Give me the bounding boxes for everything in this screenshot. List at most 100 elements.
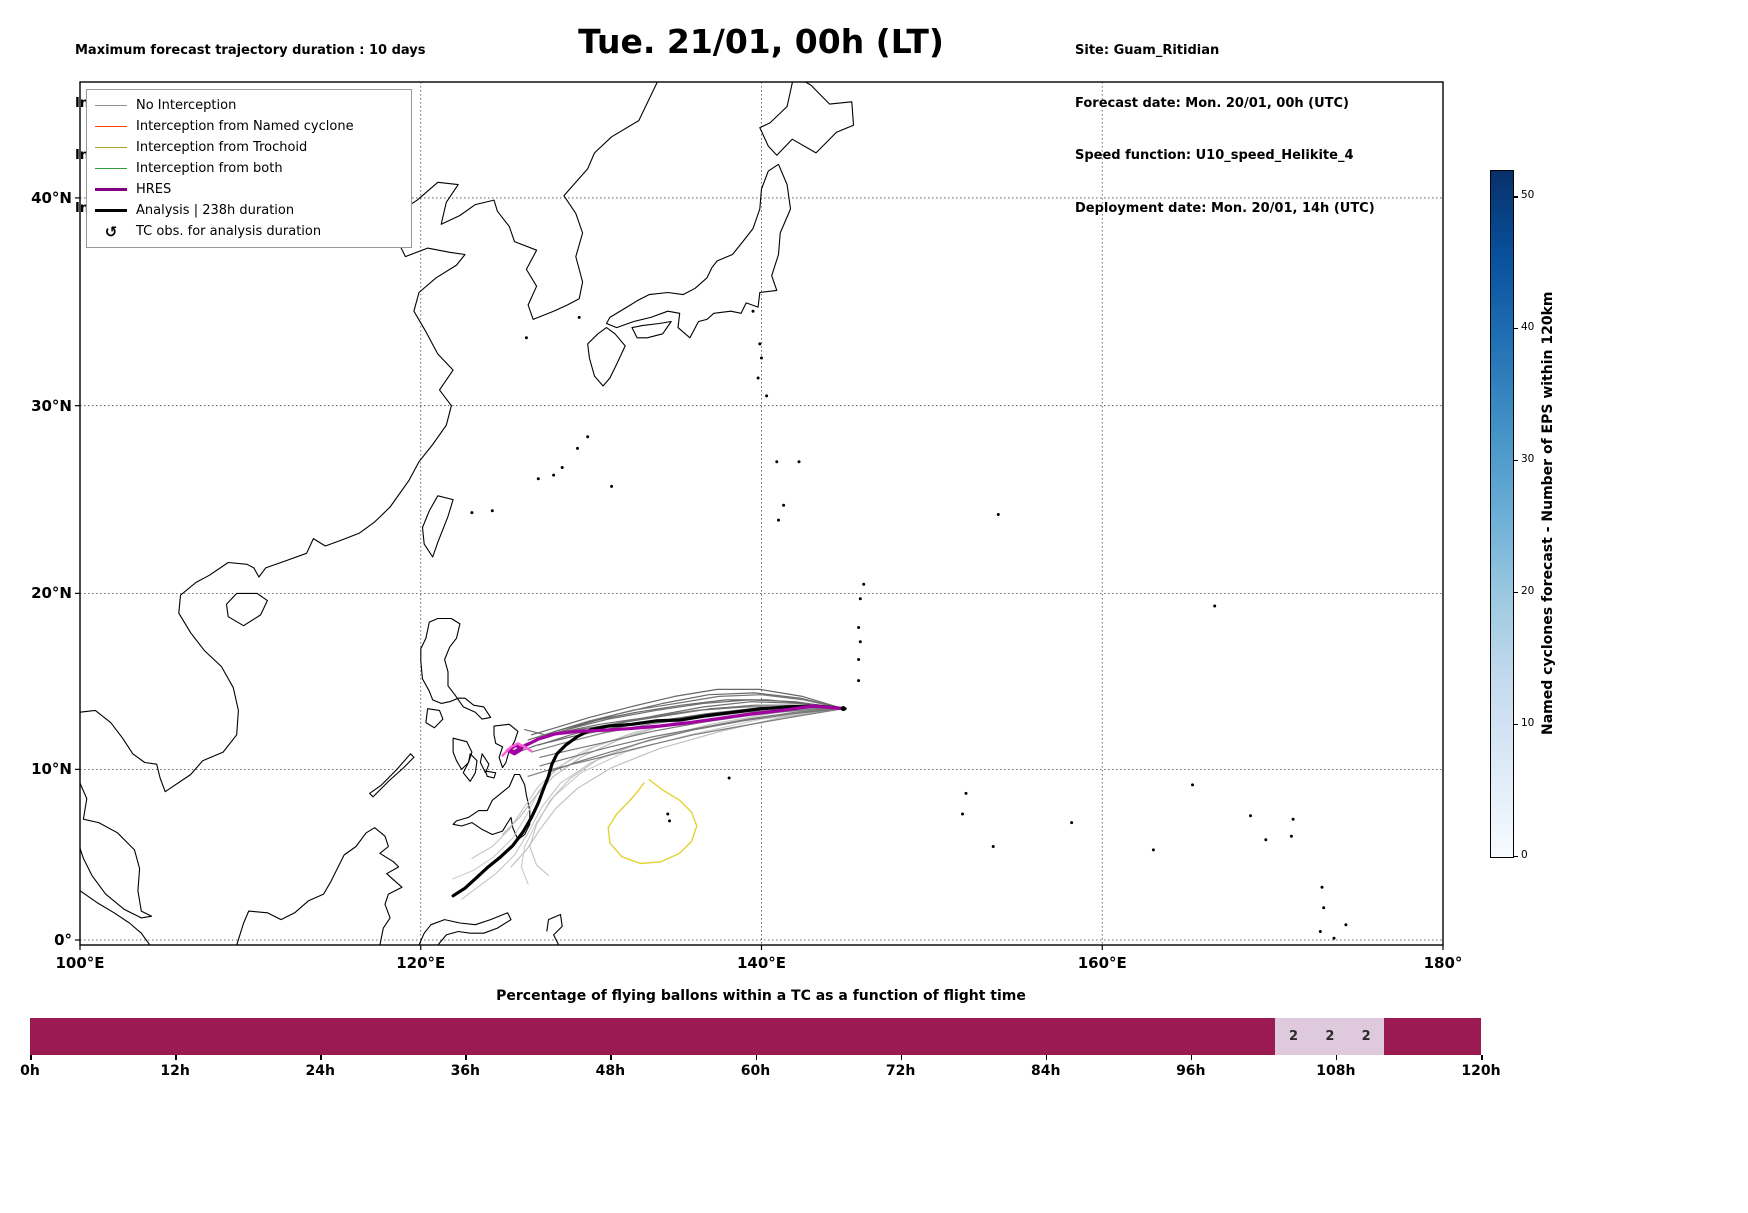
flight-strip-tick-label: 120h bbox=[1461, 1063, 1501, 1079]
cyclone-obs-icon: ↺ bbox=[104, 222, 118, 241]
legend-line-sample bbox=[95, 105, 127, 106]
coastline-kyushu bbox=[587, 327, 626, 387]
legend-item: No Interception bbox=[95, 95, 403, 116]
island-dot bbox=[782, 503, 786, 507]
colorbar-tick-label: 30 bbox=[1521, 453, 1535, 466]
flight-strip-tick-mark bbox=[1335, 1055, 1338, 1060]
legend-item: Analysis | 238h duration bbox=[95, 200, 403, 221]
island-dot bbox=[577, 315, 581, 319]
legend-item: Interception from both bbox=[95, 158, 403, 179]
config-line: Maximum forecast trajectory duration : 1… bbox=[75, 43, 426, 58]
y-tick-label: 10°N bbox=[31, 760, 72, 779]
flight-strip-tick-mark bbox=[1045, 1055, 1048, 1060]
island-dot bbox=[668, 819, 671, 823]
island-dot bbox=[857, 658, 861, 661]
legend-line-sample bbox=[95, 126, 127, 127]
coastline-samar-leyte bbox=[493, 723, 519, 769]
trajectory-eps-member-13 bbox=[527, 708, 844, 777]
legend-line-sample bbox=[95, 209, 127, 212]
legend-item-label: HRES bbox=[136, 182, 172, 197]
flight-strip-tick-label: 12h bbox=[160, 1063, 190, 1079]
colorbar-axis-label: Named cyclones forecast - Number of EPS … bbox=[1540, 291, 1556, 735]
island-dot bbox=[765, 394, 769, 398]
flight-strip-tick-label: 0h bbox=[20, 1063, 40, 1079]
coastline-hainan bbox=[225, 592, 268, 627]
coastline-taiwan bbox=[421, 495, 454, 558]
colorbar-tick-label: 50 bbox=[1521, 189, 1535, 202]
flight-strip-tick-label: 96h bbox=[1176, 1063, 1206, 1079]
flight-strip-tick-mark bbox=[1481, 1055, 1483, 1060]
eps-count-colorbar bbox=[1490, 170, 1514, 858]
trajectory-tc-obs bbox=[501, 742, 533, 757]
colorbar-tick-label: 0 bbox=[1521, 849, 1528, 861]
flight-strip-tick-mark bbox=[755, 1055, 757, 1060]
coastline-bohol bbox=[484, 770, 497, 779]
island-dot bbox=[727, 776, 731, 780]
coastline-mindoro bbox=[425, 708, 444, 729]
colorbar-tick-mark bbox=[1513, 328, 1518, 330]
island-dot bbox=[470, 511, 474, 515]
tc-percentage-cell: 2 bbox=[1347, 1018, 1385, 1055]
flight-strip-tick-label: 72h bbox=[885, 1063, 916, 1079]
coastline-negros bbox=[462, 753, 478, 782]
coastline-borneo bbox=[236, 827, 403, 945]
colorbar-tick-label: 20 bbox=[1521, 585, 1535, 598]
map-legend: No Interception Interception from Named c… bbox=[86, 89, 412, 248]
legend-item-label: Interception from Trochoid bbox=[136, 140, 308, 155]
island-dot bbox=[1344, 923, 1348, 927]
island-dot bbox=[1289, 834, 1293, 838]
island-dot bbox=[666, 812, 670, 816]
site-line: Speed function: U10_speed_Helikite_4 bbox=[1075, 148, 1354, 163]
island-dot bbox=[1249, 814, 1252, 818]
coastline-luzon bbox=[420, 617, 492, 720]
coastline-shikoku bbox=[631, 320, 672, 339]
island-dot bbox=[1151, 848, 1155, 852]
coastline-honshu bbox=[605, 163, 792, 339]
y-tick-label: 20°N bbox=[31, 584, 72, 603]
island-dot bbox=[560, 466, 564, 469]
y-tick-label: 40°N bbox=[31, 188, 72, 207]
legend-item-label: TC obs. for analysis duration bbox=[136, 224, 322, 239]
island-dot bbox=[1264, 838, 1268, 842]
island-dot bbox=[857, 626, 861, 629]
trajectory-eps-member-10 bbox=[539, 708, 844, 767]
island-dot bbox=[858, 597, 862, 601]
x-tick-label: 120°E bbox=[396, 954, 446, 972]
colorbar-tick-label: 40 bbox=[1521, 321, 1535, 334]
island-dot bbox=[775, 460, 779, 464]
flight-strip-tick-mark bbox=[465, 1055, 467, 1060]
island-dot bbox=[858, 640, 862, 644]
trajectory-eps-member-light-4 bbox=[452, 708, 844, 880]
x-tick-label: 180° bbox=[1423, 954, 1463, 972]
x-tick-label: 100°E bbox=[55, 954, 105, 972]
x-tick-label: 160°E bbox=[1077, 954, 1127, 972]
legend-line-sample bbox=[95, 188, 127, 191]
island-dot bbox=[964, 791, 968, 795]
island-dot bbox=[586, 435, 590, 439]
page-title: Tue. 21/01, 00h (LT) bbox=[578, 22, 944, 61]
island-dot bbox=[760, 356, 763, 360]
site-line: Site: Guam_Ritidian bbox=[1075, 43, 1220, 58]
map-clip-group bbox=[80, 82, 1443, 945]
coastline-palawan bbox=[369, 753, 415, 798]
trajectory-eps-member-1 bbox=[537, 701, 844, 746]
island-dot bbox=[857, 679, 861, 683]
island-dot bbox=[862, 582, 866, 586]
colorbar-tick-mark bbox=[1513, 592, 1518, 594]
legend-item: ↺ TC obs. for analysis duration bbox=[95, 221, 403, 242]
island-dot bbox=[1320, 885, 1324, 889]
island-dot bbox=[797, 460, 801, 464]
flight-strip-tick-mark bbox=[30, 1055, 32, 1060]
flight-strip-tick-label: 24h bbox=[305, 1063, 335, 1079]
site-line: Forecast date: Mon. 20/01, 00h (UTC) bbox=[1075, 95, 1350, 111]
flight-strip-title: Percentage of flying ballons within a TC… bbox=[496, 988, 1026, 1004]
island-dot bbox=[1332, 936, 1336, 940]
island-dot bbox=[536, 477, 540, 481]
legend-line-sample bbox=[95, 168, 127, 169]
island-dot bbox=[1070, 821, 1074, 825]
island-dot bbox=[777, 518, 780, 522]
trajectory-eps-member-4 bbox=[551, 708, 844, 772]
tc-percentage-cell: 2 bbox=[1275, 1018, 1312, 1055]
coastline-halmahera bbox=[546, 913, 563, 945]
island-dot bbox=[961, 812, 964, 816]
